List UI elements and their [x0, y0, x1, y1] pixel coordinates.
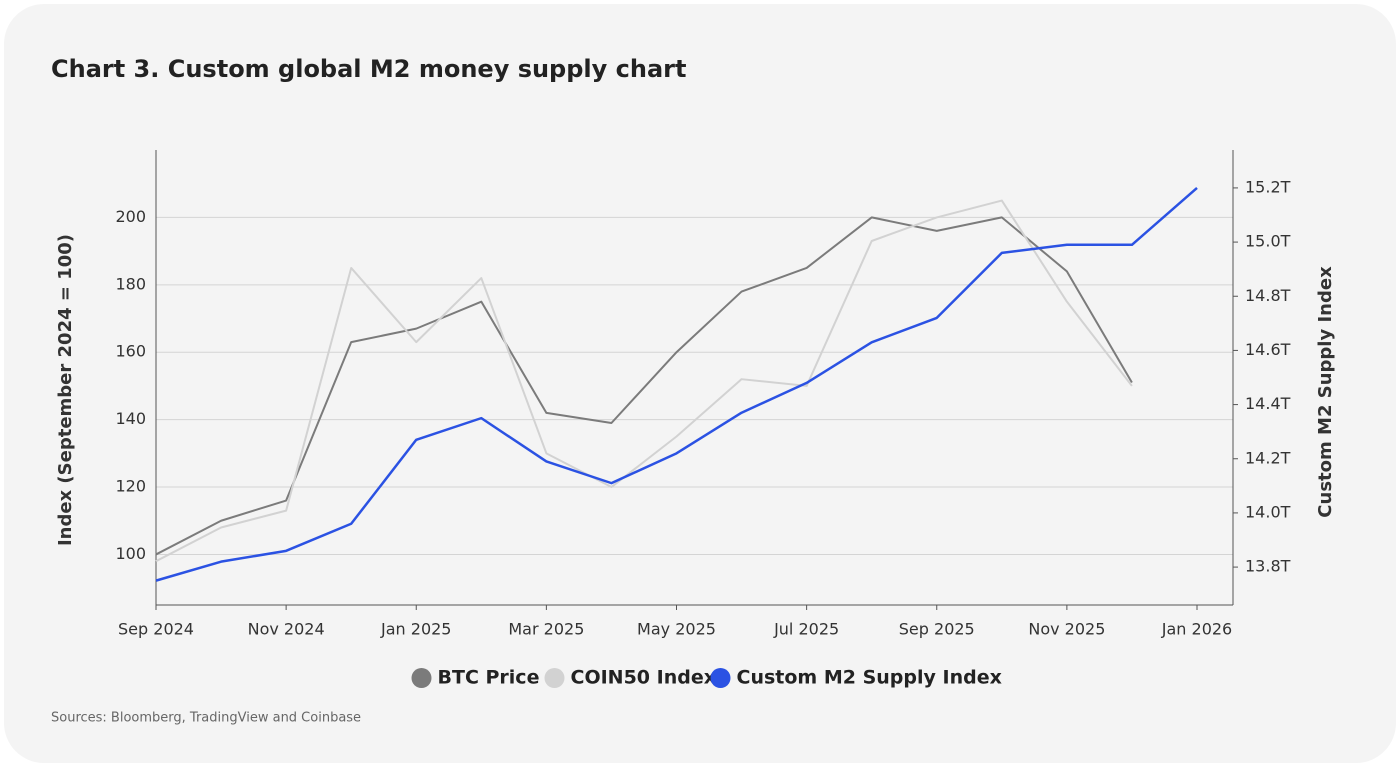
y2-tick-label: 14.4T — [1245, 394, 1291, 413]
y2-tick-label: 14.0T — [1245, 502, 1291, 521]
series-line — [155, 216, 1133, 556]
x-tick-label: Sep 2024 — [118, 620, 194, 639]
y-tick-label: 120 — [115, 477, 146, 496]
y-tick-label: 140 — [115, 409, 146, 428]
chart-title: Chart 3. Custom global M2 money supply c… — [51, 55, 686, 83]
legend-swatch — [544, 668, 565, 688]
y2-axis-label: Custom M2 Supply Index — [1315, 266, 1336, 518]
x-tick-label: Nov 2024 — [248, 620, 325, 639]
series-line — [155, 199, 1133, 563]
legend-label: BTC Price — [438, 667, 540, 689]
legend-swatch — [411, 668, 432, 688]
y2-tick-label: 14.2T — [1245, 448, 1291, 467]
y-tick-label: 200 — [115, 207, 146, 226]
y2-tick-label: 14.8T — [1245, 286, 1291, 305]
series-line — [155, 186, 1198, 582]
x-tick-label: Nov 2025 — [1028, 620, 1105, 639]
x-tick-label: Jan 2025 — [380, 620, 451, 639]
x-tick-label: Jan 2026 — [1161, 620, 1232, 639]
y2-tick-label: 15.0T — [1245, 232, 1291, 251]
legend-swatch — [710, 668, 731, 688]
x-tick-label: Sep 2025 — [899, 620, 975, 639]
y-axis-label: Index (September 2024 = 100) — [55, 234, 76, 546]
y-tick-label: 100 — [115, 544, 146, 563]
y-tick-label: 160 — [115, 342, 146, 361]
card — [4, 4, 1396, 763]
y2-tick-label: 15.2T — [1245, 177, 1291, 196]
legend-label: Custom M2 Supply Index — [737, 667, 1002, 689]
source: Sources: Bloomberg, TradingView and Coin… — [51, 711, 361, 726]
y-tick-label: 180 — [115, 274, 146, 293]
y2-tick-label: 14.6T — [1245, 340, 1291, 359]
x-tick-label: Jul 2025 — [773, 620, 839, 639]
legend-label: COIN50 Index — [571, 667, 716, 689]
y2-tick-label: 13.8T — [1245, 557, 1291, 576]
x-tick-label: Mar 2025 — [508, 620, 584, 639]
x-tick-label: May 2025 — [637, 620, 716, 639]
